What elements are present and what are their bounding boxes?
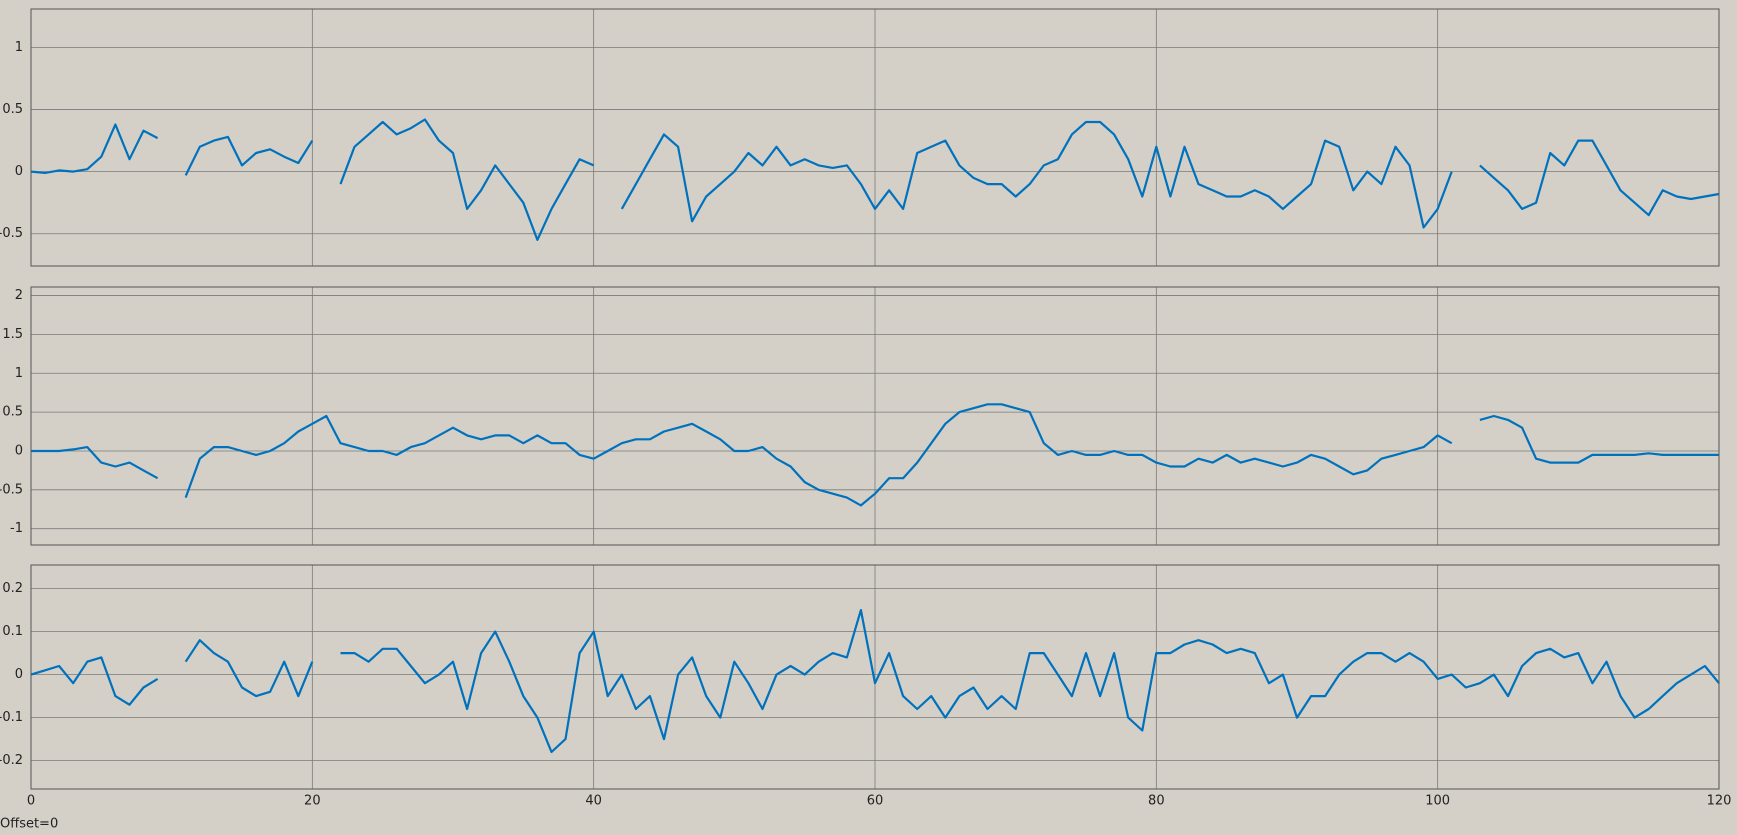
y-tick-label: 1 [15, 40, 23, 55]
y-tick-label: -0.5 [0, 226, 23, 241]
y-tick-label: 0.2 [2, 581, 23, 596]
y-tick-label: -1 [10, 521, 23, 536]
y-tick-label: 1.5 [2, 327, 23, 342]
x-tick-label: 60 [867, 794, 884, 809]
y-tick-label: 0 [15, 164, 23, 179]
plot-frame [30, 286, 1720, 546]
signal-line [31, 403, 1719, 507]
signal-line [30, 609, 1720, 754]
y-tick-label: 0.5 [2, 102, 23, 117]
y-tick-label: -0.5 [0, 482, 23, 497]
signal-line [30, 118, 1720, 241]
x-tick-label: 80 [1148, 794, 1165, 809]
x-tick-label: 20 [304, 794, 321, 809]
y-tick-label: -0.2 [0, 753, 23, 768]
x-tick-label: 120 [1707, 794, 1732, 809]
y-tick-label: -0.1 [0, 710, 23, 725]
x-tick-label: 40 [585, 794, 602, 809]
y-tick-label: 0 [15, 667, 23, 682]
offset-label: Offset=0 [0, 817, 58, 832]
y-tick-label: 0 [15, 443, 23, 458]
y-tick-label: 0.1 [2, 624, 23, 639]
plot-frame [30, 8, 1720, 267]
plot-frame [30, 564, 1720, 790]
y-tick-label: 1 [15, 366, 23, 381]
x-tick-label: 0 [27, 794, 35, 809]
y-tick-label: 2 [15, 288, 23, 303]
y-tick-label: 0.5 [2, 405, 23, 420]
x-tick-label: 100 [1425, 794, 1450, 809]
